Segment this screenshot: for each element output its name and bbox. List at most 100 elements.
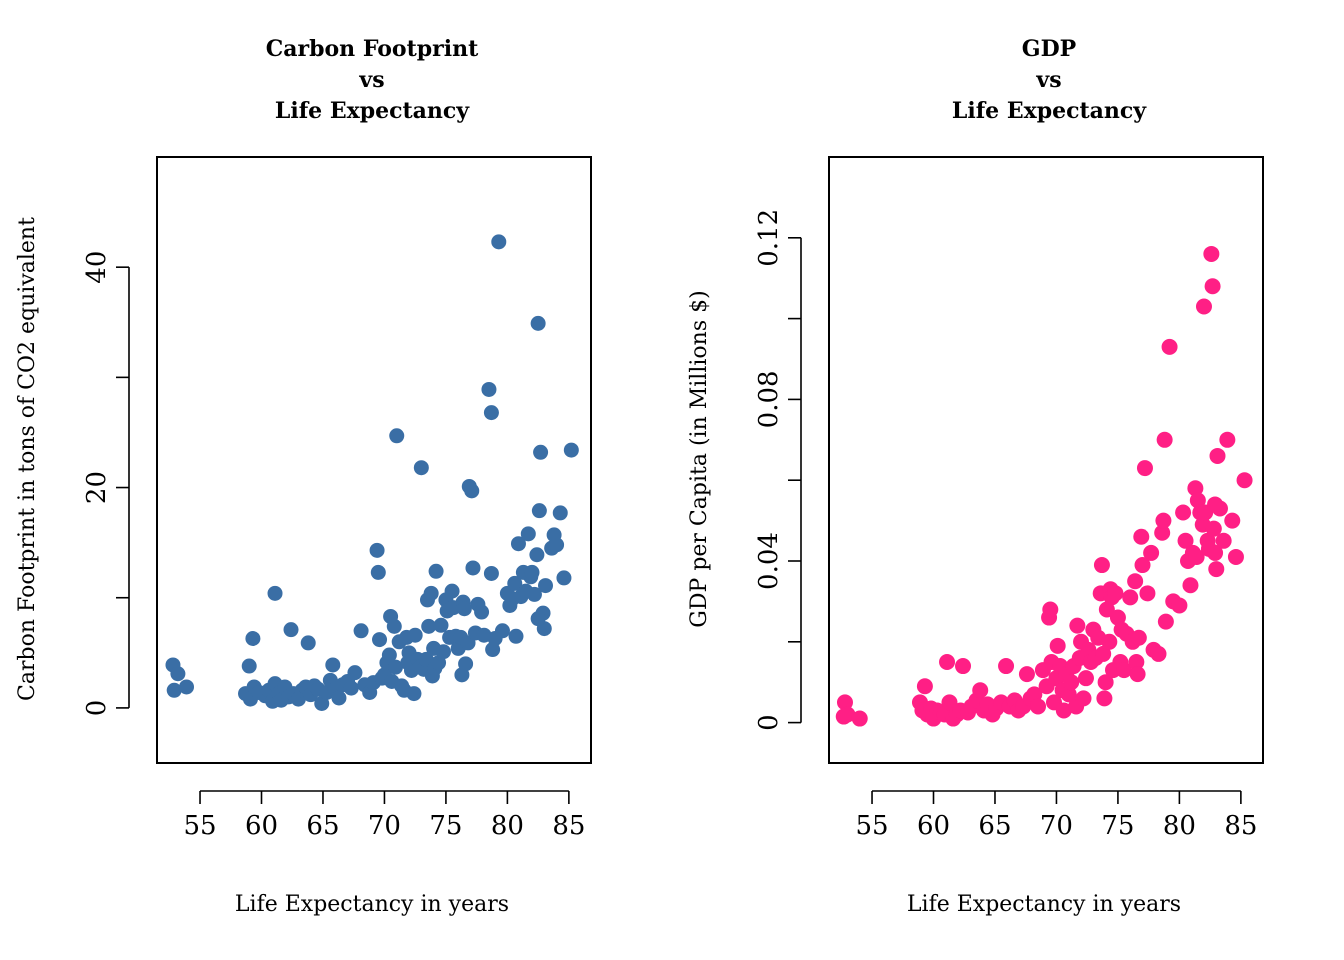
gdp-x-tick-label: 70 (1040, 811, 1073, 841)
gdp-data-point (1098, 601, 1115, 618)
gdp-x-tick-label: 60 (917, 811, 950, 841)
gdp-data-point (1155, 512, 1172, 529)
carbon-data-point (483, 405, 499, 421)
carbon-data-point (331, 690, 347, 706)
gdp-data-point (1107, 585, 1124, 602)
carbon-data-point (241, 658, 257, 674)
carbon-data-point (381, 647, 397, 663)
gdp-title-line: vs (1035, 67, 1061, 93)
gdp-data-point (1219, 431, 1236, 448)
gdp-y-tick-label: 0 (754, 714, 784, 731)
gdp-data-point (1133, 528, 1150, 545)
carbon-data-point (474, 604, 490, 620)
gdp-data-point (955, 658, 972, 675)
gdp-y-tick-label: 0.12 (754, 209, 784, 267)
carbon-y-axis-label: Carbon Footprint in tons of CO2 equivale… (15, 217, 40, 701)
carbon-y-tick-label: 40 (82, 251, 112, 284)
carbon-title-line: Carbon Footprint (266, 36, 479, 62)
carbon-x-tick-label: 80 (491, 811, 524, 841)
gdp-data-point (1116, 662, 1133, 679)
carbon-data-point (421, 618, 437, 634)
carbon-data-point (283, 622, 299, 638)
gdp-data-point (1189, 492, 1206, 509)
carbon-data-point (464, 483, 480, 499)
carbon-data-point (386, 618, 402, 634)
carbon-data-point (563, 442, 579, 458)
carbon-data-point (433, 617, 449, 633)
carbon-data-point (347, 665, 363, 681)
gdp-data-point (1127, 573, 1144, 590)
panel-carbon-footprint: Carbon Footprint vs Life Expectancy 55 60 65 7… (15, 36, 592, 917)
gdp-x-tick-label: 85 (1224, 811, 1257, 841)
gdp-data-point (1208, 561, 1225, 578)
gdp-data-point (1063, 674, 1080, 691)
carbon-data-point (530, 315, 546, 331)
gdp-data-point (1075, 690, 1092, 707)
gdp-data-point (1097, 674, 1114, 691)
gdp-data-point (1139, 585, 1156, 602)
carbon-data-point (388, 659, 404, 675)
carbon-x-tick-label: 60 (245, 811, 278, 841)
carbon-data-point (510, 536, 526, 552)
panel-gdp: GDP vs Life Expectancy 55 60 65 70 75 80 85 0 0.04 0… (687, 36, 1264, 917)
gdp-x-tick-label: 65 (978, 811, 1011, 841)
carbon-data-point (406, 686, 422, 702)
carbon-data-point (300, 635, 316, 651)
gdp-title-line: GDP (1022, 36, 1076, 62)
gdp-data-point (1207, 496, 1224, 513)
gdp-data-point (1203, 245, 1220, 262)
carbon-data-point (435, 644, 451, 660)
carbon-plot-frame (156, 156, 592, 764)
gdp-data-point (1130, 629, 1147, 646)
gdp-title-line: Life Expectancy (952, 98, 1147, 124)
carbon-data-point (325, 657, 341, 673)
carbon-data-point (179, 679, 195, 695)
gdp-data-point (1157, 613, 1174, 630)
gdp-data-point (1129, 666, 1146, 683)
gdp-data-point (1195, 298, 1212, 315)
carbon-data-point (343, 680, 359, 696)
gdp-data-point (1175, 504, 1192, 521)
gdp-data-point (1077, 670, 1094, 687)
gdp-data-point (1026, 686, 1043, 703)
carbon-x-axis-label: Life Expectancy in years (235, 892, 509, 917)
carbon-data-point (494, 623, 510, 639)
gdp-data-point (1182, 577, 1199, 594)
gdp-data-point (1134, 557, 1151, 574)
carbon-data-point (353, 623, 369, 639)
carbon-data-point (170, 666, 186, 682)
gdp-data-point (1177, 532, 1194, 549)
gdp-data-point (1018, 666, 1035, 683)
gdp-data-point (1030, 698, 1047, 715)
carbon-data-point (491, 234, 507, 250)
gdp-data-point (1042, 601, 1059, 618)
carbon-data-point (456, 601, 472, 617)
gdp-data-point (1156, 431, 1173, 448)
carbon-x-tick-label: 75 (429, 811, 462, 841)
carbon-data-point (389, 428, 405, 444)
carbon-data-point (428, 563, 444, 579)
gdp-data-point (1093, 557, 1110, 574)
carbon-x-tick-label: 85 (552, 811, 585, 841)
carbon-y-tick-label: 20 (82, 471, 112, 504)
gdp-data-point (1055, 702, 1072, 719)
carbon-data-point (508, 628, 524, 644)
gdp-data-point (851, 710, 868, 727)
gdp-data-point (1095, 645, 1112, 662)
gdp-data-point (998, 658, 1015, 675)
gdp-x-tick-label: 80 (1163, 811, 1196, 841)
gdp-data-point (1136, 460, 1153, 477)
gdp-data-point (1227, 548, 1244, 565)
carbon-data-point (520, 526, 536, 542)
carbon-title-line: vs (358, 67, 384, 93)
gdp-y-axis-label: GDP per Capita (in Millions $) (687, 290, 712, 627)
gdp-x-tick-label: 75 (1101, 811, 1134, 841)
carbon-data-point (444, 583, 460, 599)
gdp-data-point (1150, 645, 1167, 662)
gdp-data-point (972, 682, 989, 699)
gdp-data-point (1207, 544, 1224, 561)
carbon-x-tick-label: 65 (306, 811, 339, 841)
gdp-data-point (939, 654, 956, 670)
gdp-data-point (1143, 544, 1160, 561)
gdp-data-point (1069, 617, 1086, 634)
